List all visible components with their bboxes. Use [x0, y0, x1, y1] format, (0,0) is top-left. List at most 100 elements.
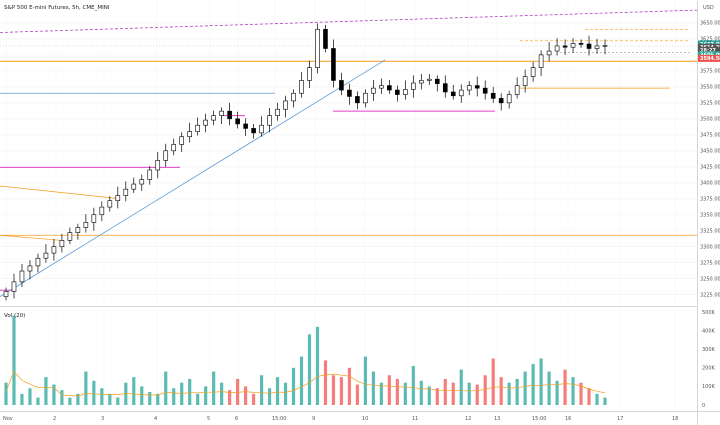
x-tick-3: 4: [154, 416, 157, 422]
candle: [251, 128, 256, 134]
volume-bar: [108, 393, 112, 405]
candle: [203, 119, 208, 126]
candle: [419, 80, 424, 84]
price-tick-14: 3300.00: [700, 245, 720, 251]
volume-bar: [523, 371, 527, 405]
volume-bar: [491, 358, 495, 405]
volume-tick-4: 100K: [702, 384, 716, 390]
price-tick-11: 3375.00: [700, 197, 720, 203]
price-tick-5: 3525.00: [700, 101, 720, 107]
candle: [403, 89, 408, 95]
x-tick-7: 9: [312, 416, 315, 422]
price-tick-17: 3225.00: [700, 292, 720, 298]
volume-bar: [52, 384, 56, 405]
volume-bar: [411, 365, 415, 405]
volume-bar: [507, 382, 511, 405]
volume-bar: [76, 393, 80, 405]
x-tick-2: 3: [101, 416, 104, 422]
volume-bar: [587, 388, 591, 405]
volume-bar: [116, 397, 120, 405]
candle: [51, 246, 57, 254]
price-tick-7: 3475.00: [700, 133, 720, 139]
volume-bar: [563, 369, 567, 405]
candle: [139, 179, 145, 185]
candle: [211, 115, 216, 121]
volume-bar: [539, 358, 543, 405]
candle: [91, 214, 97, 223]
x-tick-6: 15:00: [272, 416, 286, 422]
volume-bar: [315, 326, 320, 405]
volume-bar: [236, 378, 240, 405]
candle: [115, 195, 121, 201]
candle: [123, 188, 129, 196]
volume-bar: [371, 371, 375, 405]
price-tick-9: 3425.00: [700, 165, 720, 171]
volume-bar: [467, 382, 471, 405]
candle: [227, 110, 232, 120]
volume-bar: [259, 375, 264, 405]
volume-bar: [483, 375, 487, 405]
candle: [466, 85, 472, 91]
candle: [426, 78, 432, 81]
candle: [3, 291, 9, 297]
candle: [323, 29, 328, 49]
candle: [411, 82, 416, 90]
volume-bar: [156, 393, 160, 405]
volume-ma-line: [5, 370, 606, 397]
price-tick-12: 3350.00: [700, 213, 720, 219]
candle: [554, 45, 560, 52]
volume-bar: [443, 378, 447, 405]
volume-bar: [100, 388, 104, 405]
price-tick-8: 3450.00: [700, 149, 720, 155]
candle: [315, 29, 320, 68]
volume-bar: [419, 380, 423, 405]
volume-tick-0: 500K: [702, 310, 716, 316]
candle: [59, 240, 65, 248]
candle: [147, 169, 153, 180]
price-tick-0: 3650.00: [700, 21, 720, 27]
candle: [506, 94, 512, 104]
candle: [538, 54, 544, 68]
candle: [195, 124, 200, 132]
x-tick-14: 17: [617, 416, 623, 422]
candle: [267, 115, 272, 126]
volume-bar: [28, 388, 32, 405]
volume-tick-2: 300K: [702, 347, 716, 353]
volume-bar: [84, 371, 88, 405]
price-badge-3: [698, 51, 720, 59]
volume-bar: [595, 393, 599, 405]
candle: [602, 44, 608, 47]
candle: [299, 80, 304, 94]
volume-bar: [339, 377, 344, 405]
volume-bar: [579, 382, 583, 405]
candle: [43, 252, 49, 259]
candle: [434, 78, 440, 84]
price-badge-text-2: 28:27: [700, 48, 716, 54]
volume-bar: [435, 388, 439, 405]
volume-bar: [291, 367, 296, 405]
volume-bar: [347, 367, 352, 405]
volume-bar: [459, 369, 463, 405]
volume-tick-3: 200K: [702, 366, 716, 372]
candle: [578, 43, 584, 45]
volume-bar: [204, 386, 208, 405]
volume-bar: [212, 371, 216, 405]
volume-bar: [323, 360, 328, 405]
candle: [27, 265, 33, 272]
candle: [155, 160, 161, 171]
orange-trend-1: [0, 185, 121, 200]
candle: [379, 85, 384, 89]
candle: [570, 43, 576, 48]
candle: [490, 92, 496, 99]
volume-bar: [331, 375, 336, 405]
x-tick-5: 6: [235, 416, 238, 422]
x-tick-11: 13: [494, 416, 500, 422]
price-tick-1: 3625.00: [700, 37, 720, 43]
volume-bar: [20, 393, 24, 405]
candle: [291, 92, 296, 102]
volume-bar: [307, 334, 312, 405]
volume-bar: [228, 390, 232, 405]
candle: [387, 85, 392, 91]
candle: [11, 281, 17, 292]
